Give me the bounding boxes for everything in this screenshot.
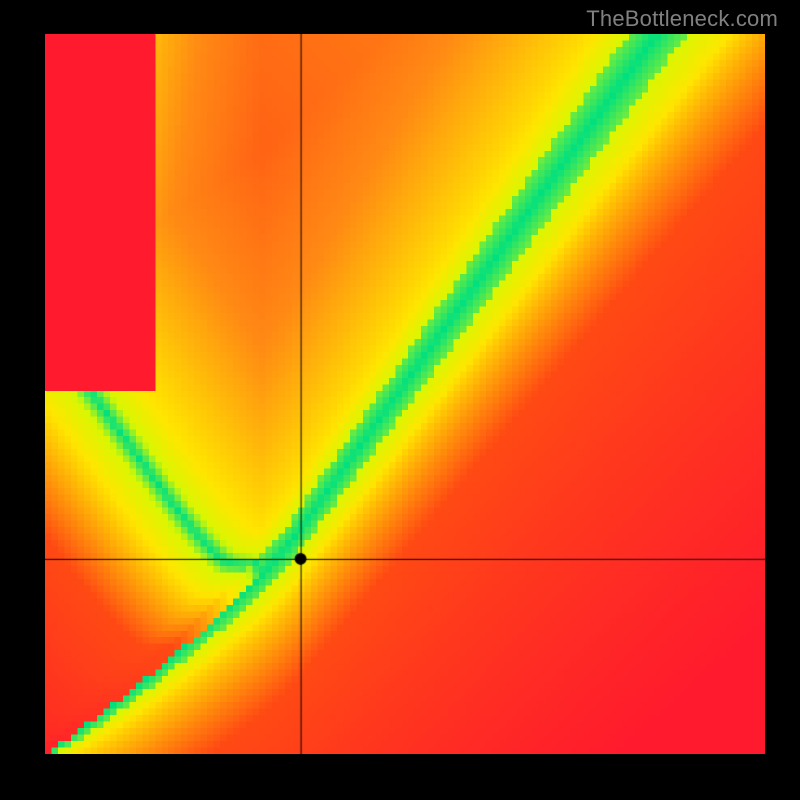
watermark-text: TheBottleneck.com — [586, 6, 778, 32]
crosshair-overlay — [45, 34, 765, 754]
figure-container: TheBottleneck.com — [0, 0, 800, 800]
